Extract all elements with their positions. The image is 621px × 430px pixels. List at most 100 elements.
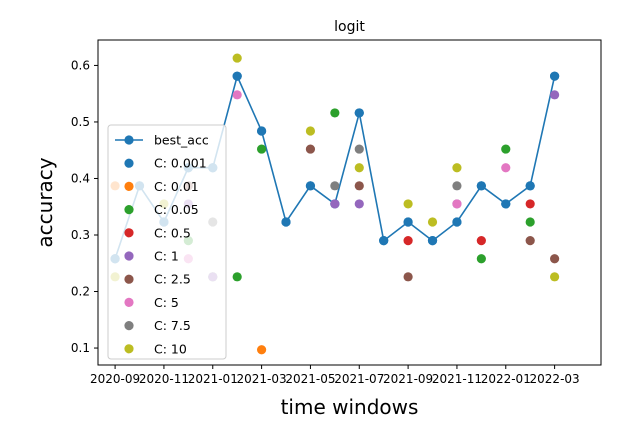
data-point (550, 254, 560, 264)
data-point (525, 236, 535, 246)
legend-marker (124, 205, 134, 215)
data-point (452, 181, 462, 191)
legend: best_acc C: 0.001 C: 0.01 C: 0.05 C: 0.5 C: 1… (107, 124, 227, 360)
data-point (354, 144, 364, 154)
axes: 0.10.20.30.40.50.62020-092020-112021-012… (71, 39, 602, 386)
data-point (452, 163, 462, 173)
data-point (232, 53, 242, 63)
legend-entry: C: 0.001 (124, 156, 207, 171)
data-point (305, 181, 316, 191)
data-point (501, 199, 511, 209)
x-tick-label: 2021-07 (334, 372, 384, 386)
x-tick-label: 2021-09 (383, 372, 433, 386)
data-point (232, 90, 242, 100)
legend-label: C: 0.01 (154, 179, 199, 194)
legend-entry: best_acc (115, 133, 209, 148)
y-tick-label: 0.1 (71, 341, 90, 355)
data-point (305, 144, 316, 154)
data-point (501, 163, 511, 173)
legend-marker (124, 344, 134, 354)
legend-box (107, 124, 227, 360)
legend-entry: C: 0.01 (124, 179, 199, 194)
legend-entry: C: 5 (124, 295, 179, 310)
data-point (354, 108, 364, 118)
legend-label: best_acc (154, 133, 209, 148)
x-tick-label: 2022-01 (481, 372, 531, 386)
data-point (476, 181, 486, 191)
data-point (525, 181, 535, 191)
data-point (476, 254, 486, 264)
x-axis-label: time windows (281, 395, 419, 419)
data-point (403, 199, 413, 209)
data-point (403, 272, 413, 282)
legend-entry: C: 2.5 (124, 272, 191, 287)
y-tick-label: 0.3 (71, 228, 90, 242)
legend-entry: C: 10 (124, 341, 187, 356)
legend-marker (124, 181, 134, 191)
y-tick-label: 0.6 (71, 58, 90, 72)
data-point (256, 144, 267, 154)
legend-label: C: 5 (154, 295, 179, 310)
y-tick-label: 0.5 (71, 115, 90, 129)
data-point (427, 217, 438, 227)
data-point (354, 163, 364, 173)
legend-label: C: 0.05 (154, 202, 199, 217)
legend-marker (124, 251, 134, 261)
x-tick-label: 2022-03 (530, 372, 580, 386)
data-point (476, 236, 486, 246)
data-point (501, 144, 511, 154)
data-point (281, 217, 291, 227)
x-tick-label: 2021-01 (188, 372, 238, 386)
data-point (232, 71, 242, 81)
y-tick-label: 0.4 (71, 171, 90, 185)
data-point (256, 345, 267, 355)
data-point (354, 181, 364, 191)
data-point (452, 199, 462, 209)
legend-label: C: 10 (154, 341, 187, 356)
legend-marker (124, 297, 134, 307)
data-point (452, 217, 462, 227)
data-point (330, 108, 340, 118)
series-4 (403, 199, 535, 246)
data-point (550, 272, 560, 282)
legend-label: C: 0.5 (154, 225, 191, 240)
legend-marker (124, 274, 134, 284)
legend-label: C: 7.5 (154, 318, 191, 333)
y-tick-label: 0.2 (71, 285, 90, 299)
legend-label: C: 1 (154, 249, 179, 264)
data-point (305, 126, 316, 136)
x-tick-label: 2021-05 (285, 372, 335, 386)
legend-marker (124, 158, 134, 168)
plot-frame (97, 39, 602, 366)
data-point (403, 217, 413, 227)
data-point (403, 236, 413, 246)
data-point (330, 181, 340, 191)
legend-entry: C: 0.05 (124, 202, 199, 217)
data-point (550, 90, 560, 100)
legend-marker (124, 135, 134, 145)
data-point (550, 71, 560, 81)
data-point (427, 236, 438, 246)
data-point (232, 272, 242, 282)
y-axis-label: accuracy (33, 157, 57, 247)
data-point (256, 126, 267, 136)
data-point (525, 217, 535, 227)
x-tick-label: 2020-09 (90, 372, 140, 386)
data-point (379, 236, 389, 246)
legend-entry: C: 7.5 (124, 318, 191, 333)
x-tick-label: 2021-11 (432, 372, 482, 386)
legend-label: C: 2.5 (154, 272, 191, 287)
data-point (330, 199, 340, 209)
data-point (525, 199, 535, 209)
legend-entry: C: 1 (124, 249, 179, 264)
x-tick-label: 2021-03 (237, 372, 287, 386)
chart-title: logit (334, 19, 365, 35)
data-point (354, 199, 364, 209)
legend-marker (124, 228, 134, 238)
legend-label: C: 0.001 (154, 156, 207, 171)
legend-entry: C: 0.5 (124, 225, 191, 240)
legend-marker (124, 321, 134, 331)
x-tick-label: 2020-11 (139, 372, 189, 386)
